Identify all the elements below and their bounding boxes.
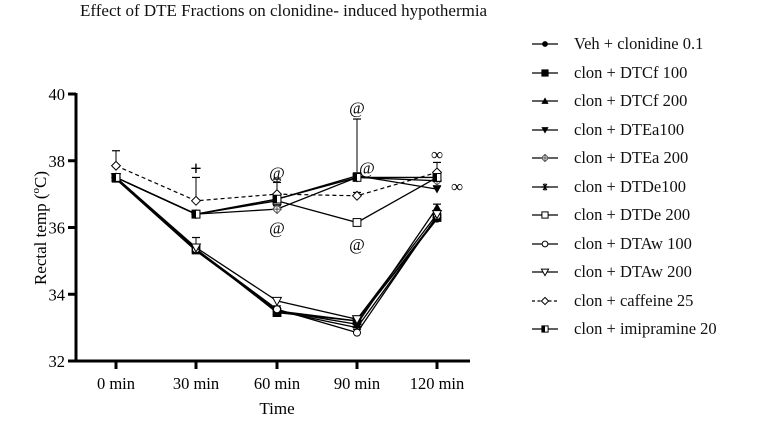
legend: Veh + clonidine 0.1 clon + DTCf 100 clon +… [530, 30, 780, 344]
legend-item: clon + imipramine 20 [530, 315, 780, 344]
legend-marker-icon [532, 296, 558, 306]
legend-item: clon + DTDe100 [530, 173, 780, 202]
legend-marker-icon [532, 325, 558, 333]
legend-label: clon + DTDe100 [574, 176, 686, 196]
data-point [272, 194, 282, 204]
data-point [540, 268, 550, 277]
legend-label: clon + caffeine 25 [574, 290, 694, 310]
legend-marker-icon [532, 126, 558, 134]
y-tick-label: 32 [49, 352, 66, 371]
annotation-mark: + [190, 158, 201, 180]
data-point [542, 41, 548, 48]
legend-marker-icon [532, 183, 558, 191]
x-tick-label: 120 min [410, 374, 465, 393]
annotation-mark: ∞ [451, 177, 463, 196]
data-point [541, 211, 549, 219]
chart-plot: 32 34 36 38 40 0 min 30 min 60 min 90 min 120 min… [30, 85, 470, 418]
legend-item: clon + DTAw 100 [530, 230, 780, 259]
legend-marker-icon [532, 268, 558, 277]
legend-item: clon + DTCf 100 [530, 59, 780, 88]
data-point [190, 243, 202, 253]
data-point [541, 126, 549, 134]
annotation-mark: @ [349, 98, 365, 117]
legend-label: clon + DTAw 200 [574, 262, 692, 282]
data-point [352, 173, 362, 182]
legend-marker-icon [532, 153, 558, 163]
legend-marker-icon [532, 41, 558, 48]
data-point [352, 218, 362, 227]
chart-title: Effect of DTE Fractions on clonidine- in… [80, 1, 488, 20]
x-axis-label: Time [259, 399, 294, 418]
data-point [271, 204, 283, 215]
data-point [352, 328, 362, 337]
data-point [432, 185, 442, 194]
series-clon-imipramine-20 [111, 173, 442, 219]
data-point [110, 160, 122, 171]
legend-item: clon + caffeine 25 [530, 287, 780, 316]
y-axis-label: Rectal temp (oC) [30, 171, 50, 285]
annotation-mark: @ [269, 219, 285, 238]
legend-label: Veh + clonidine 0.1 [574, 34, 704, 54]
data-point [432, 173, 442, 182]
legend-item: clon + DTEa100 [530, 116, 780, 145]
x-tick-label: 90 min [334, 374, 380, 393]
data-point [351, 315, 363, 325]
data-point [540, 153, 550, 163]
legend-label: clon + DTCf 100 [574, 62, 688, 82]
data-point [541, 325, 549, 333]
series-layer [110, 118, 443, 337]
legend-item: clon + DTDe 200 [530, 201, 780, 230]
annotation-mark: @ [349, 235, 365, 254]
legend-item: Veh + clonidine 0.1 [530, 30, 780, 59]
annotation-mark: @ [359, 158, 375, 177]
data-point [190, 195, 202, 206]
legend-label: clon + DTDe 200 [574, 205, 691, 225]
x-tick-label: 60 min [254, 374, 300, 393]
data-point [272, 305, 282, 314]
data-point [191, 209, 201, 219]
legend-label: clon + DTEa100 [574, 119, 685, 139]
legend-label: clon + DTEa 200 [574, 148, 689, 168]
axes: 32 34 36 38 40 0 min 30 min 60 min 90 min 120 min [49, 85, 470, 393]
data-point [271, 296, 283, 307]
legend-label: clon + imipramine 20 [574, 319, 717, 339]
legend-label: clon + DTCf 200 [574, 91, 688, 111]
legend-marker-icon [532, 69, 558, 77]
data-point [541, 97, 549, 105]
data-point [540, 296, 550, 306]
annotations: + @ @ @ @ @ ∞ ∞ [190, 98, 463, 254]
annotation-mark: ∞ [431, 145, 443, 164]
x-tick-label: 30 min [173, 374, 219, 393]
legend-item: clon + DTCf 200 [530, 87, 780, 116]
data-point [541, 240, 549, 248]
legend-item: clon + DTAw 200 [530, 258, 780, 287]
legend-item: clon + DTEa 200 [530, 144, 780, 173]
data-point [432, 203, 442, 211]
y-tick-label: 36 [49, 219, 66, 238]
data-point [431, 210, 443, 220]
data-point [111, 173, 121, 182]
legend-marker-icon [532, 211, 558, 219]
x-tick-label: 0 min [97, 374, 135, 393]
y-tick-label: 38 [49, 152, 66, 171]
annotation-mark: @ [269, 163, 285, 182]
legend-label: clon + DTAw 100 [574, 233, 692, 253]
y-tick-label: 34 [49, 285, 66, 304]
data-point [541, 69, 549, 77]
legend-marker-icon [532, 240, 558, 248]
data-point [541, 183, 549, 191]
legend-marker-icon [532, 97, 558, 105]
data-point [351, 190, 363, 201]
y-tick-label: 40 [49, 85, 66, 104]
